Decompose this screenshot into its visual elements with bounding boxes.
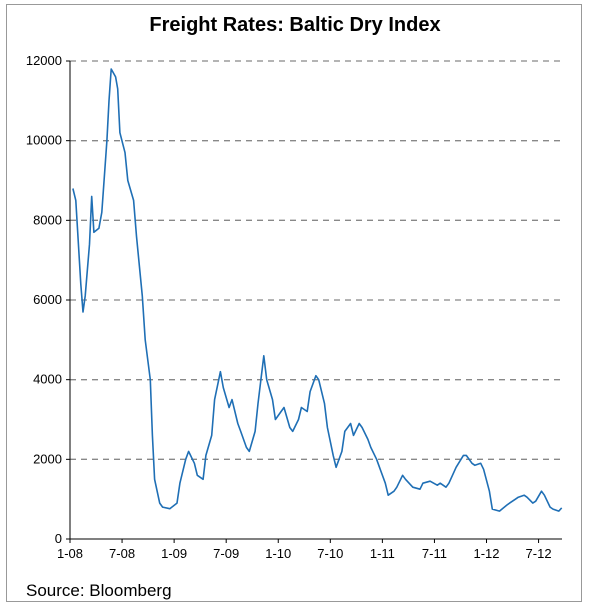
x-axis-ticks: 1-08 7-08 1-09 7-09 1-10 7-10 1-11 7-11 1-12 7-12: [57, 546, 552, 561]
y-tick-label: 4000: [33, 372, 62, 387]
series-layer: [72, 68, 563, 512]
y-tick-label: 8000: [33, 212, 62, 227]
x-tick-label: 7-12: [526, 546, 552, 561]
x-tick-label: 1-12: [473, 546, 499, 561]
x-tick-label: 1-10: [265, 546, 291, 561]
chart-frame: [6, 4, 582, 602]
source-note: Source: Bloomberg: [26, 581, 172, 600]
x-tick-label: 7-10: [317, 546, 343, 561]
chart-title: Freight Rates: Baltic Dry Index: [149, 14, 441, 36]
series-line-0: [72, 68, 563, 512]
gridlines: [70, 60, 562, 460]
y-tick-label: 10000: [26, 133, 62, 148]
x-tick-label: 7-11: [422, 546, 447, 561]
y-tick-label: 2000: [33, 451, 62, 466]
x-tick-label: 7-09: [213, 546, 239, 561]
x-tick-label: 1-11: [370, 546, 395, 561]
axes: [66, 60, 562, 543]
x-tick-label: 7-08: [109, 546, 135, 561]
x-tick-label: 1-08: [57, 546, 83, 561]
y-axis-ticks: 0 2000 4000 6000 8000 10000 12000: [26, 53, 62, 546]
y-tick-label: 0: [55, 531, 62, 546]
y-tick-label: 12000: [26, 53, 62, 68]
y-tick-label: 6000: [33, 292, 62, 307]
x-tick-label: 1-09: [161, 546, 187, 561]
